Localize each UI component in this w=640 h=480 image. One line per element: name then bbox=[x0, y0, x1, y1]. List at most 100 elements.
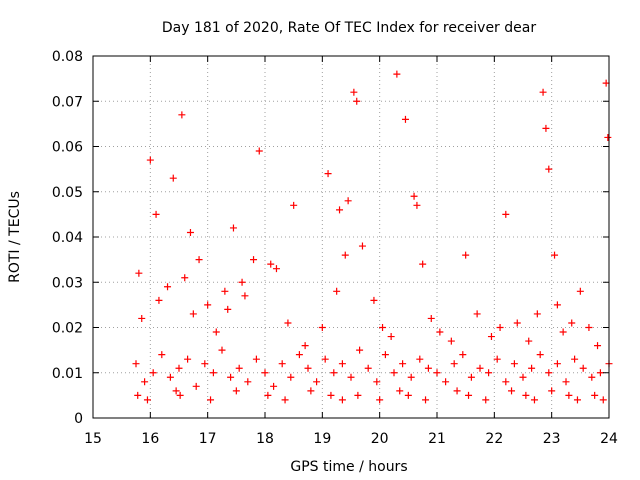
data-point bbox=[401, 115, 409, 123]
data-point bbox=[347, 373, 355, 381]
data-point bbox=[201, 360, 209, 368]
data-point bbox=[186, 228, 194, 236]
data-point bbox=[545, 165, 553, 173]
data-point bbox=[528, 364, 536, 372]
data-point bbox=[410, 192, 418, 200]
data-point bbox=[327, 391, 335, 399]
data-point bbox=[176, 391, 184, 399]
data-point bbox=[149, 369, 157, 377]
data-point bbox=[221, 287, 229, 295]
y-tick-label: 0.08 bbox=[52, 49, 83, 65]
y-tick-label: 0.03 bbox=[52, 275, 83, 291]
data-point bbox=[522, 391, 530, 399]
data-point bbox=[284, 319, 292, 327]
data-point bbox=[307, 387, 315, 395]
y-tick-label: 0.05 bbox=[52, 185, 83, 201]
data-point bbox=[591, 391, 599, 399]
data-point bbox=[250, 256, 258, 264]
data-point bbox=[447, 337, 455, 345]
data-point bbox=[473, 310, 481, 318]
data-point bbox=[453, 387, 461, 395]
data-point bbox=[138, 314, 146, 322]
data-point bbox=[533, 310, 541, 318]
data-point bbox=[224, 305, 232, 313]
data-point bbox=[407, 373, 415, 381]
data-point bbox=[333, 287, 341, 295]
data-point bbox=[235, 364, 243, 372]
data-point bbox=[513, 319, 521, 327]
data-point bbox=[313, 378, 321, 386]
data-point bbox=[416, 355, 424, 363]
data-point bbox=[152, 210, 160, 218]
data-point bbox=[295, 351, 303, 359]
data-point bbox=[390, 369, 398, 377]
data-point bbox=[562, 378, 570, 386]
data-point bbox=[304, 364, 312, 372]
data-point bbox=[321, 355, 329, 363]
data-point bbox=[155, 296, 163, 304]
data-point bbox=[218, 346, 226, 354]
data-point bbox=[175, 364, 183, 372]
data-point bbox=[427, 314, 435, 322]
data-point bbox=[576, 287, 584, 295]
data-point bbox=[192, 382, 200, 390]
data-point bbox=[344, 197, 352, 205]
data-point bbox=[172, 387, 180, 395]
x-axis-label: GPS time / hours bbox=[290, 459, 407, 475]
data-point bbox=[536, 351, 544, 359]
data-point bbox=[189, 310, 197, 318]
data-point bbox=[539, 88, 547, 96]
data-point bbox=[264, 391, 272, 399]
data-point bbox=[545, 369, 553, 377]
data-point bbox=[599, 396, 607, 404]
data-point bbox=[370, 296, 378, 304]
data-point bbox=[267, 260, 275, 268]
data-point bbox=[551, 251, 559, 259]
x-tick-label: 24 bbox=[600, 431, 618, 447]
y-tick-label: 0 bbox=[74, 411, 83, 427]
data-point bbox=[487, 333, 495, 341]
data-point bbox=[134, 391, 142, 399]
data-point bbox=[164, 283, 172, 291]
data-point bbox=[132, 360, 140, 368]
data-point bbox=[496, 324, 504, 331]
data-point bbox=[502, 378, 510, 386]
x-tick-label: 17 bbox=[199, 431, 217, 447]
data-point bbox=[364, 364, 372, 372]
data-point bbox=[373, 378, 381, 386]
data-point bbox=[530, 396, 538, 404]
data-point bbox=[287, 373, 295, 381]
data-point bbox=[301, 342, 309, 350]
data-point bbox=[350, 88, 358, 96]
data-point bbox=[244, 378, 252, 386]
x-tick-label: 22 bbox=[485, 431, 503, 447]
data-point bbox=[573, 396, 581, 404]
data-point bbox=[209, 369, 217, 377]
x-tick-label: 21 bbox=[428, 431, 446, 447]
data-point bbox=[238, 278, 246, 286]
data-point bbox=[565, 391, 573, 399]
data-point bbox=[559, 328, 567, 336]
data-point bbox=[354, 391, 362, 399]
data-point bbox=[493, 355, 501, 363]
data-point bbox=[381, 351, 389, 359]
data-point bbox=[330, 369, 338, 377]
data-point bbox=[184, 355, 192, 363]
data-point bbox=[356, 346, 364, 354]
data-point bbox=[358, 242, 366, 250]
data-point bbox=[485, 369, 493, 377]
data-point bbox=[465, 391, 473, 399]
data-point bbox=[413, 201, 421, 209]
data-point bbox=[290, 201, 298, 209]
data-point bbox=[270, 382, 278, 390]
data-point bbox=[143, 396, 151, 404]
data-points bbox=[132, 70, 613, 404]
data-point bbox=[252, 355, 260, 363]
data-point bbox=[571, 355, 579, 363]
data-point bbox=[338, 396, 346, 404]
y-tick-label: 0.01 bbox=[52, 366, 83, 382]
x-tick-label: 23 bbox=[543, 431, 561, 447]
data-point bbox=[379, 324, 387, 331]
